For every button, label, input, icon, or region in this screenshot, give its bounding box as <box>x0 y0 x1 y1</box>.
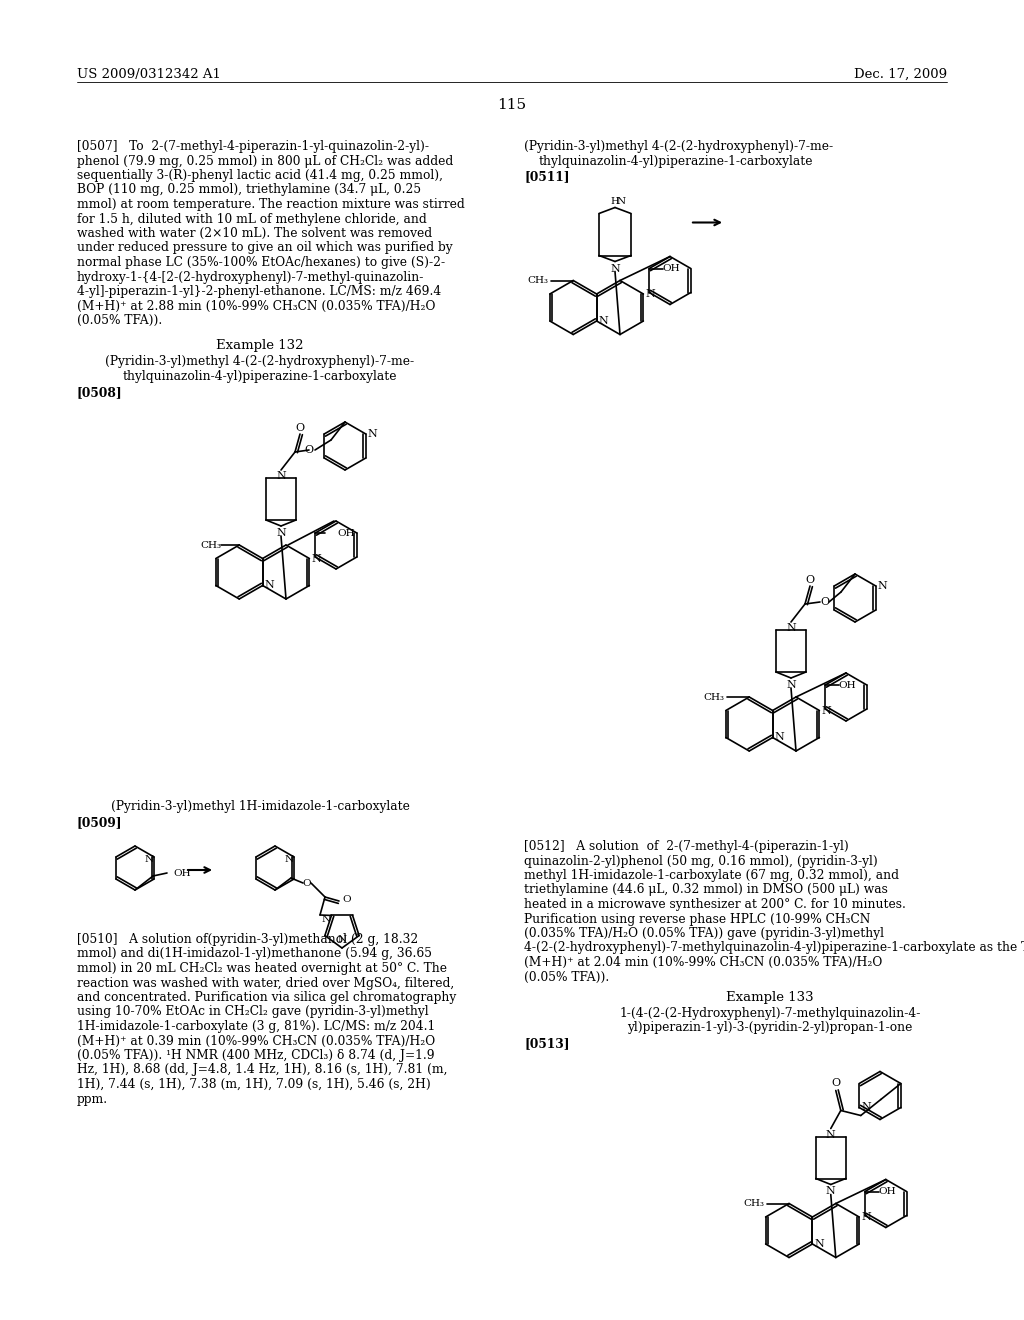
Text: N: N <box>878 581 888 591</box>
Text: [0509]: [0509] <box>77 816 123 829</box>
Text: heated in a microwave synthesizer at 200° C. for 10 minutes.: heated in a microwave synthesizer at 200… <box>524 898 906 911</box>
Text: 1H), 7.44 (s, 1H), 7.38 (m, 1H), 7.09 (s, 1H), 5.46 (s, 2H): 1H), 7.44 (s, 1H), 7.38 (m, 1H), 7.09 (s… <box>77 1078 431 1092</box>
Text: thylquinazolin-4-yl)piperazine-1-carboxylate: thylquinazolin-4-yl)piperazine-1-carboxy… <box>123 370 397 383</box>
Text: using 10-70% EtOAc in CH₂Cl₂ gave (pyridin-3-yl)methyl: using 10-70% EtOAc in CH₂Cl₂ gave (pyrid… <box>77 1006 429 1019</box>
Text: N: N <box>814 1239 824 1249</box>
Text: US 2009/0312342 A1: US 2009/0312342 A1 <box>77 69 221 81</box>
Text: Dec. 17, 2009: Dec. 17, 2009 <box>854 69 947 81</box>
Text: N: N <box>311 553 322 564</box>
Text: 115: 115 <box>498 98 526 112</box>
Text: CH₃: CH₃ <box>201 540 222 549</box>
Text: CH₃: CH₃ <box>743 1199 765 1208</box>
Text: and concentrated. Purification via silica gel chromatography: and concentrated. Purification via silic… <box>77 991 457 1005</box>
Text: OH: OH <box>839 681 856 689</box>
Text: (Pyridin-3-yl)methyl 4-(2-(2-hydroxyphenyl)-7-me-: (Pyridin-3-yl)methyl 4-(2-(2-hydroxyphen… <box>105 355 415 368</box>
Text: (0.05% TFA)). ¹H NMR (400 MHz, CDCl₃) δ 8.74 (d, J=1.9: (0.05% TFA)). ¹H NMR (400 MHz, CDCl₃) δ … <box>77 1049 434 1063</box>
Text: 4-(2-(2-hydroxyphenyl)-7-methylquinazolin-4-yl)piperazine-1-carboxylate as the T: 4-(2-(2-hydroxyphenyl)-7-methylquinazoli… <box>524 941 1024 954</box>
Text: (M+H)⁺ at 2.04 min (10%-99% CH₃CN (0.035% TFA)/H₂O: (M+H)⁺ at 2.04 min (10%-99% CH₃CN (0.035… <box>524 956 883 969</box>
Text: sequentially 3-(R)-phenyl lactic acid (41.4 mg, 0.25 mmol),: sequentially 3-(R)-phenyl lactic acid (4… <box>77 169 443 182</box>
Text: 1H-imidazole-1-carboxylate (3 g, 81%). LC/MS: m/z 204.1: 1H-imidazole-1-carboxylate (3 g, 81%). L… <box>77 1020 435 1034</box>
Text: phenol (79.9 mg, 0.25 mmol) in 800 μL of CH₂Cl₂ was added: phenol (79.9 mg, 0.25 mmol) in 800 μL of… <box>77 154 454 168</box>
Text: N: N <box>610 264 620 273</box>
Text: N: N <box>144 854 154 863</box>
Text: mmol) and di(1H-imidazol-1-yl)methanone (5.94 g, 36.65: mmol) and di(1H-imidazol-1-yl)methanone … <box>77 948 432 961</box>
Text: OH: OH <box>337 528 355 537</box>
Text: OH: OH <box>879 1187 896 1196</box>
Text: N: N <box>276 528 286 539</box>
Text: O: O <box>820 597 829 607</box>
Text: [0508]: [0508] <box>77 385 123 399</box>
Text: O: O <box>806 576 814 585</box>
Text: quinazolin-2-yl)phenol (50 mg, 0.16 mmol), (pyridin-3-yl): quinazolin-2-yl)phenol (50 mg, 0.16 mmol… <box>524 854 878 867</box>
Text: hydroxy-1-{4-[2-(2-hydroxyphenyl)-7-methyl-quinazolin-: hydroxy-1-{4-[2-(2-hydroxyphenyl)-7-meth… <box>77 271 424 284</box>
Text: N: N <box>826 1187 836 1196</box>
Text: N: N <box>826 1130 836 1139</box>
Text: [0513]: [0513] <box>524 1038 569 1051</box>
Text: N: N <box>322 915 331 924</box>
Text: (M+H)⁺ at 0.39 min (10%-99% CH₃CN (0.035% TFA)/H₂O: (M+H)⁺ at 0.39 min (10%-99% CH₃CN (0.035… <box>77 1035 435 1048</box>
Text: (Pyridin-3-yl)methyl 4-(2-(2-hydroxyphenyl)-7-me-: (Pyridin-3-yl)methyl 4-(2-(2-hydroxyphen… <box>524 140 834 153</box>
Text: BOP (110 mg, 0.25 mmol), triethylamine (34.7 μL, 0.25: BOP (110 mg, 0.25 mmol), triethylamine (… <box>77 183 421 197</box>
Text: H: H <box>610 197 620 206</box>
Text: 4-yl]-piperazin-1-yl}-2-phenyl-ethanone. LC/MS: m/z 469.4: 4-yl]-piperazin-1-yl}-2-phenyl-ethanone.… <box>77 285 441 298</box>
Text: Example 132: Example 132 <box>216 338 304 351</box>
Text: OH: OH <box>173 869 190 878</box>
Text: normal phase LC (35%-100% EtOAc/hexanes) to give (S)-2-: normal phase LC (35%-100% EtOAc/hexanes)… <box>77 256 445 269</box>
Text: Hz, 1H), 8.68 (dd, J=4.8, 1.4 Hz, 1H), 8.16 (s, 1H), 7.81 (m,: Hz, 1H), 8.68 (dd, J=4.8, 1.4 Hz, 1H), 8… <box>77 1064 447 1077</box>
Text: [0512]   A solution  of  2-(7-methyl-4-(piperazin-1-yl): [0512] A solution of 2-(7-methyl-4-(pipe… <box>524 840 849 853</box>
Text: mmol) in 20 mL CH₂Cl₂ was heated overnight at 50° C. The: mmol) in 20 mL CH₂Cl₂ was heated overnig… <box>77 962 447 975</box>
Text: [0510]   A solution of(pyridin-3-yl)methanol (2 g, 18.32: [0510] A solution of(pyridin-3-yl)methan… <box>77 933 418 946</box>
Text: N: N <box>276 471 286 480</box>
Text: [0507]   To  2-(7-methyl-4-piperazin-1-yl-quinazolin-2-yl)-: [0507] To 2-(7-methyl-4-piperazin-1-yl-q… <box>77 140 429 153</box>
Text: N: N <box>775 733 784 742</box>
Text: (0.035% TFA)/H₂O (0.05% TFA)) gave (pyridin-3-yl)methyl: (0.035% TFA)/H₂O (0.05% TFA)) gave (pyri… <box>524 927 884 940</box>
Text: O: O <box>303 879 311 887</box>
Text: N: N <box>786 680 796 690</box>
Text: N: N <box>786 623 796 634</box>
Text: O: O <box>304 445 313 455</box>
Text: reaction was washed with water, dried over MgSO₄, filtered,: reaction was washed with water, dried ov… <box>77 977 455 990</box>
Text: under reduced pressure to give an oil which was purified by: under reduced pressure to give an oil wh… <box>77 242 453 255</box>
Text: ppm.: ppm. <box>77 1093 109 1106</box>
Text: N: N <box>599 315 608 326</box>
Text: 1-(4-(2-(2-Hydroxyphenyl)-7-methylquinazolin-4-: 1-(4-(2-(2-Hydroxyphenyl)-7-methylquinaz… <box>620 1007 921 1020</box>
Text: CH₃: CH₃ <box>527 276 549 285</box>
Text: (Pyridin-3-yl)methyl 1H-imidazole-1-carboxylate: (Pyridin-3-yl)methyl 1H-imidazole-1-carb… <box>111 800 410 813</box>
Text: Purification using reverse phase HPLC (10-99% CH₃CN: Purification using reverse phase HPLC (1… <box>524 912 870 925</box>
Text: methyl 1H-imidazole-1-carboxylate (67 mg, 0.32 mmol), and: methyl 1H-imidazole-1-carboxylate (67 mg… <box>524 869 899 882</box>
Text: Example 133: Example 133 <box>726 991 814 1005</box>
Text: O: O <box>296 422 304 433</box>
Text: washed with water (2×10 mL). The solvent was removed: washed with water (2×10 mL). The solvent… <box>77 227 432 240</box>
Text: N: N <box>338 936 346 945</box>
Text: OH: OH <box>663 264 680 273</box>
Text: O: O <box>831 1078 841 1089</box>
Text: CH₃: CH₃ <box>703 693 725 701</box>
Text: N: N <box>645 289 655 300</box>
Text: yl)piperazin-1-yl)-3-(pyridin-2-yl)propan-1-one: yl)piperazin-1-yl)-3-(pyridin-2-yl)propa… <box>628 1022 912 1035</box>
Text: mmol) at room temperature. The reaction mixture was stirred: mmol) at room temperature. The reaction … <box>77 198 465 211</box>
Text: N: N <box>285 854 294 863</box>
Text: thylquinazolin-4-yl)piperazine-1-carboxylate: thylquinazolin-4-yl)piperazine-1-carboxy… <box>539 154 813 168</box>
Text: N: N <box>861 1212 871 1222</box>
Text: (0.05% TFA)).: (0.05% TFA)). <box>77 314 162 327</box>
Text: (0.05% TFA)).: (0.05% TFA)). <box>524 970 609 983</box>
Text: N: N <box>821 705 831 715</box>
Text: O: O <box>343 895 351 904</box>
Text: N: N <box>265 581 274 590</box>
Text: N: N <box>616 197 626 206</box>
Text: N: N <box>861 1102 871 1113</box>
Text: for 1.5 h, diluted with 10 mL of methylene chloride, and: for 1.5 h, diluted with 10 mL of methyle… <box>77 213 427 226</box>
Text: N: N <box>368 429 378 440</box>
Text: triethylamine (44.6 μL, 0.32 mmol) in DMSO (500 μL) was: triethylamine (44.6 μL, 0.32 mmol) in DM… <box>524 883 888 896</box>
Text: (M+H)⁺ at 2.88 min (10%-99% CH₃CN (0.035% TFA)/H₂O: (M+H)⁺ at 2.88 min (10%-99% CH₃CN (0.035… <box>77 300 435 313</box>
Text: [0511]: [0511] <box>524 170 569 183</box>
